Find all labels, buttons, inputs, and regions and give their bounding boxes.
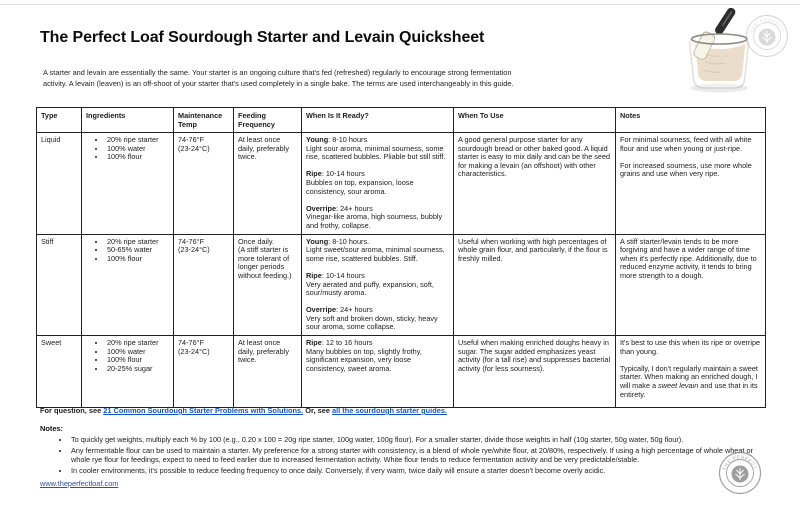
readiness-stage: Young: 8-10 hours. Light sweet/sour aroma… — [306, 236, 445, 263]
cell-ingredients: 20% ripe starter100% water100% flour20-2… — [81, 335, 174, 409]
column-header: When Is It Ready? — [301, 107, 454, 133]
cell-when-to-use: A good general purpose starter for any s… — [453, 132, 616, 235]
ingredient-item: 20% ripe starter — [106, 237, 170, 247]
spatula-handle-highlight — [721, 11, 733, 27]
link-starter-problems[interactable]: 21 Common Sourdough Starter Problems wit… — [103, 406, 304, 415]
cell-type: Liquid — [36, 132, 82, 235]
ingredient-item: 50-65% water — [106, 246, 170, 255]
ingredient-list: 20% ripe starter100% water100% flour — [86, 135, 170, 162]
readiness-stage: Young: 8-10 hours Light sour aroma, minim… — [306, 135, 446, 162]
bottom-notes-list: To quickly get weights, multiply each % … — [40, 435, 758, 476]
column-header: Notes — [615, 107, 766, 133]
cell-notes: A stiff starter/levain tends to be more … — [615, 233, 766, 337]
cell-maintenance-temp: 74-76°F (23-24°C) — [173, 233, 234, 337]
note-paragraph: For minimal sourness, feed with all whit… — [620, 135, 752, 153]
intro-text: A starter and levain are essentially the… — [43, 68, 514, 88]
readiness-stage: Overripe: 24+ hours Very soft and broken … — [306, 305, 438, 332]
ingredient-list: 20% ripe starter100% water100% flour20-2… — [86, 338, 170, 374]
bottom-note-item: In cooler environments, it's possible to… — [70, 466, 758, 476]
table-header-row: Type Ingredients Maintenance Temp Feeding F… — [36, 107, 766, 133]
column-header: Maintenance Temp — [173, 107, 234, 133]
ingredient-item: 100% water — [106, 347, 170, 357]
ingredient-list: 20% ripe starter50-65% water100% flour — [86, 237, 170, 264]
sourdough-jar-illustration — [689, 8, 750, 93]
ingredient-item: 100% water — [106, 144, 170, 154]
starter-bubble — [725, 55, 727, 57]
column-header: Type — [36, 107, 82, 133]
readiness-stage: Ripe: 10-14 hours Very aerated and puffy,… — [306, 270, 434, 298]
table-row: Liquid20% ripe starter100% water100% flo… — [36, 132, 766, 235]
link-starter-guides[interactable]: all the sourdough starter guides. — [332, 406, 447, 415]
table-row: Stiff20% ripe starter50-65% water100% fl… — [36, 233, 766, 337]
ingredient-item: 100% flour — [106, 254, 170, 264]
note-paragraph: It's best to use this when its ripe or o… — [620, 338, 761, 356]
column-header: When To Use — [453, 107, 616, 133]
ingredient-item: 20% ripe starter — [106, 135, 170, 145]
bottom-note-item: To quickly get weights, multiply each % … — [70, 435, 758, 445]
note-paragraph: A stiff starter/levain tends to be more … — [620, 236, 757, 280]
page-title: The Perfect Loaf Sourdough Starter and L… — [40, 29, 485, 46]
cell-ingredients: 20% ripe starter50-65% water100% flour — [81, 233, 174, 337]
cell-maintenance-temp: 74-76°F (23-24°C) — [173, 335, 234, 409]
cell-ingredients: 20% ripe starter100% water100% flour — [81, 132, 174, 235]
site-url-link[interactable]: www.theperfectloaf.com — [40, 479, 119, 488]
cell-notes: It's best to use this when its ripe or o… — [615, 335, 766, 409]
jar-shadow — [690, 83, 748, 93]
table-row: Sweet20% ripe starter100% water100% flou… — [36, 335, 766, 409]
cell-when-ready: Young: 8-10 hours Light sour aroma, minim… — [301, 132, 454, 235]
cell-maintenance-temp: 74-76°F (23-24°C) — [173, 132, 234, 235]
ingredient-item: 100% flour — [106, 153, 170, 162]
cell-type: Stiff — [36, 233, 82, 337]
bottom-note-item: Any fermentable flour can be used to mai… — [70, 446, 758, 465]
cell-feeding-frequency: Once daily. (A stiff starter is more tole… — [233, 233, 302, 337]
question-middle: Or, see — [303, 406, 332, 415]
cell-when-to-use: Useful when working with high percentage… — [453, 233, 616, 337]
readiness-stage: Ripe: 12 to 16 hours Many bubbles on top,… — [306, 338, 422, 373]
note-paragraph: For increased sourness, use more whole g… — [620, 160, 752, 179]
jar-glass — [689, 38, 750, 89]
ingredient-item: 100% flour — [106, 356, 170, 365]
ingredient-item: 20% ripe starter — [106, 338, 170, 348]
readiness-stage: Ripe: 10-14 hours Bubbles on top, expansi… — [306, 169, 414, 196]
cell-type: Sweet — [36, 335, 82, 409]
perfect-loaf-stamp-icon: THE PERFECT LOAF — [718, 451, 762, 495]
jar-rim — [690, 33, 748, 45]
column-header: Ingredients — [81, 107, 174, 133]
cell-feeding-frequency: At least once daily, preferably twice. — [233, 335, 302, 409]
question-prefix: For question, see — [40, 406, 104, 415]
cell-feeding-frequency: At least once daily, preferably twice. — [233, 132, 302, 235]
cell-when-to-use: Useful when making enriched doughs heavy… — [453, 335, 616, 409]
notes-heading: Notes: — [40, 424, 63, 433]
note-paragraph: Typically, I don't regularly maintain a … — [620, 363, 758, 399]
starter-comparison-table: Type Ingredients Maintenance Temp Feeding F… — [36, 107, 766, 409]
ingredient-item: 20-25% sugar — [106, 364, 170, 374]
readiness-stage: Overripe: 24+ hours Vinegar-like aroma, h… — [306, 203, 443, 230]
cell-when-ready: Young: 8-10 hours. Light sweet/sour aroma… — [301, 233, 454, 337]
cell-when-ready: Ripe: 12 to 16 hours Many bubbles on top,… — [301, 335, 454, 409]
perfect-loaf-stamp-icon: THE PERFECT LOAF — [745, 14, 789, 58]
cell-notes: For minimal sourness, feed with all whit… — [615, 132, 766, 235]
column-header: Feeding Frequency — [233, 107, 302, 133]
page-top-divider — [0, 4, 800, 5]
table-body: Liquid20% ripe starter100% water100% flo… — [36, 132, 766, 409]
question-line: For question, see 21 Common Sourdough St… — [40, 406, 760, 415]
